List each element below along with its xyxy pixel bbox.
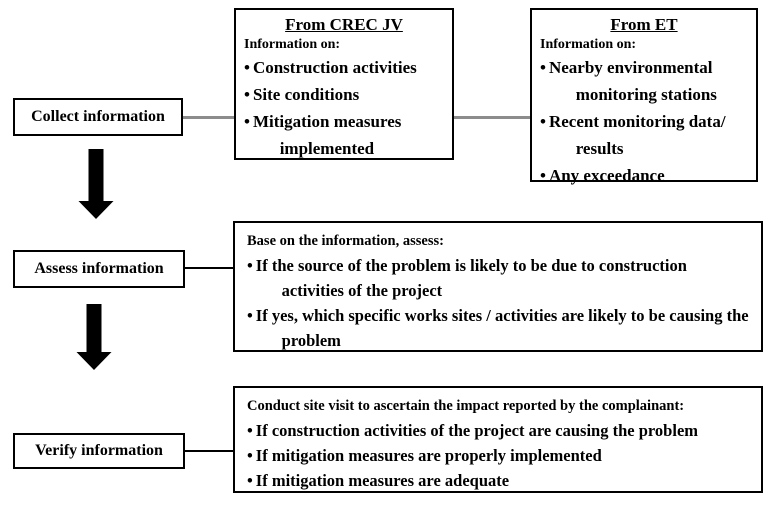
step-label-verify: Verify information (35, 442, 163, 459)
bullet-item: If yes, which specific works sites / act… (247, 303, 749, 353)
down-arrow-icon (76, 304, 112, 370)
box-title-from-crec-jv: From CREC JV (285, 15, 403, 34)
bullet-item: Nearby environmental monitoring stations (540, 54, 748, 108)
bullet-item: Any exceedance (540, 162, 748, 189)
bullet-list-et: Nearby environmental monitoring stations… (540, 54, 748, 189)
bullet-item: If the source of the problem is likely t… (247, 253, 749, 303)
step-box-verify-information: Verify information (13, 433, 185, 469)
bullet-item: Recent monitoring data/ results (540, 108, 748, 162)
bullet-item: If mitigation measures are properly impl… (247, 443, 749, 468)
box-intro-verify-detail: Conduct site visit to ascertain the impa… (247, 398, 685, 414)
bullet-item: Site conditions (244, 81, 444, 108)
bullet-item: If mitigation measures are adequate (247, 468, 749, 493)
bullet-list-assess-detail: If the source of the problem is likely t… (247, 253, 749, 353)
bullet-list-crec: Construction activities Site conditions … (244, 54, 444, 162)
info-box-from-et: From ET Information on: Nearby environme… (530, 8, 758, 185)
down-arrow-icon (78, 149, 114, 219)
bullet-item: Construction activities (244, 54, 444, 81)
info-box-from-crec-jv: From CREC JV Information on: Constructio… (234, 8, 454, 160)
connector-collect-to-crec (183, 116, 235, 119)
connector-assess-to-detail (184, 267, 234, 269)
bullet-list-verify-detail: If construction activities of the projec… (247, 418, 749, 493)
box-intro-et: Information on: (540, 37, 637, 52)
bullet-item: Mitigation measures implemented (244, 108, 444, 162)
info-box-verify-detail: Conduct site visit to ascertain the impa… (233, 386, 763, 493)
box-intro-crec: Information on: (244, 37, 341, 52)
step-box-collect-information: Collect information (13, 98, 183, 136)
connector-crec-to-et (453, 116, 531, 119)
box-title-from-et: From ET (610, 15, 678, 34)
bullet-item: If construction activities of the projec… (247, 418, 749, 443)
connector-verify-to-detail (184, 450, 234, 452)
step-box-assess-information: Assess information (13, 250, 185, 288)
step-label-collect: Collect information (31, 108, 165, 125)
info-box-assess-detail: Base on the information, assess: If the … (233, 221, 763, 352)
box-intro-assess-detail: Base on the information, assess: (247, 233, 444, 249)
step-label-assess: Assess information (34, 260, 164, 277)
